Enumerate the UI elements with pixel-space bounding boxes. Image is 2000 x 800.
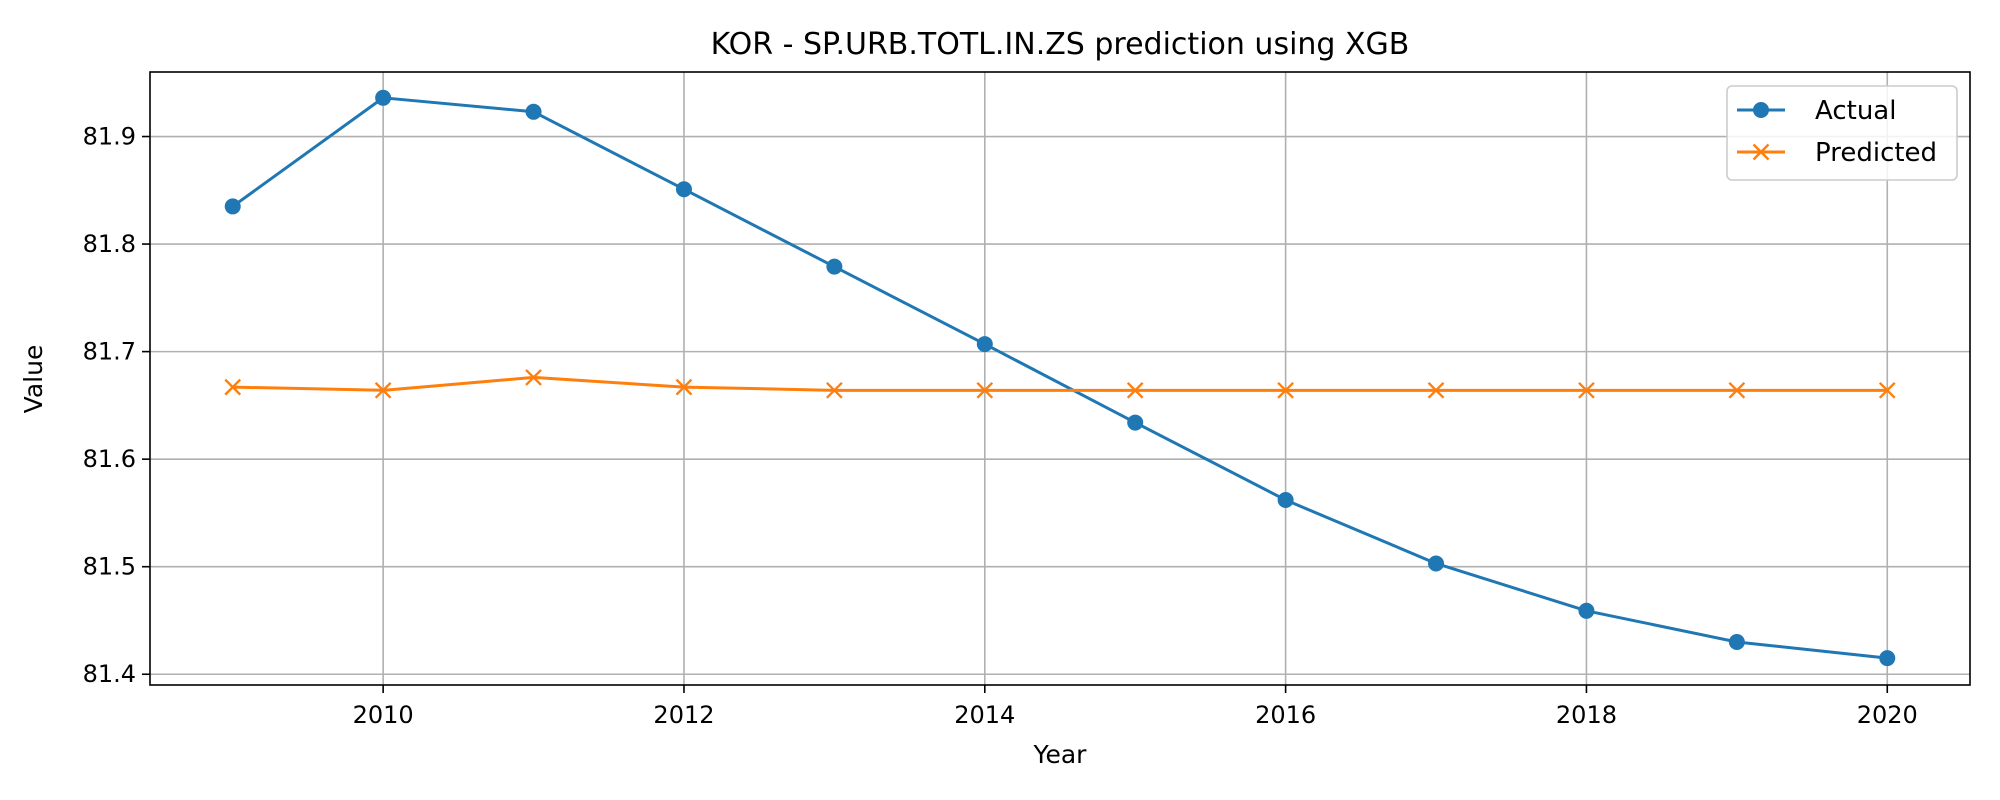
x-tick-label: 2016 bbox=[1255, 701, 1316, 729]
legend: Actual Predicted bbox=[1726, 85, 1958, 181]
y-tick-label: 81.8 bbox=[83, 230, 136, 258]
x-tick-label: 2020 bbox=[1857, 701, 1918, 729]
data-point-actual bbox=[375, 89, 392, 106]
y-tick-label: 81.6 bbox=[83, 445, 136, 473]
data-point-actual bbox=[1127, 414, 1144, 431]
data-point-actual bbox=[1578, 602, 1595, 619]
data-point-actual bbox=[1277, 492, 1294, 509]
x-tick-label: 2014 bbox=[954, 701, 1015, 729]
x-axis: 2010 2012 2014 2016 2018 2020 bbox=[353, 685, 1918, 729]
data-point-predicted bbox=[525, 369, 542, 386]
y-tick-label: 81.5 bbox=[83, 553, 136, 581]
data-point-predicted bbox=[826, 381, 843, 399]
data-point-predicted bbox=[1728, 381, 1746, 399]
legend-marker bbox=[1753, 102, 1769, 118]
data-point-predicted bbox=[224, 378, 242, 396]
legend-entry-predicted: Predicted bbox=[1737, 138, 1937, 168]
data-point-actual bbox=[1428, 555, 1445, 572]
data-point-predicted bbox=[976, 381, 994, 399]
data-point-actual bbox=[826, 258, 843, 275]
legend-label: Actual bbox=[1815, 96, 1896, 126]
y-axis: 81.4 81.5 81.6 81.7 81.8 81.9 bbox=[83, 123, 150, 688]
series-predicted bbox=[224, 369, 1896, 399]
x-tick-label: 2018 bbox=[1556, 701, 1617, 729]
x-tick-label: 2010 bbox=[353, 701, 414, 729]
series-layer bbox=[224, 89, 1896, 667]
chart-title: KOR - SP.URB.TOTL.IN.ZS prediction using… bbox=[711, 27, 1410, 62]
series-line-predicted bbox=[232, 375, 1888, 392]
data-point-actual bbox=[525, 103, 542, 120]
y-tick-label: 81.9 bbox=[83, 123, 136, 151]
series-actual bbox=[224, 89, 1896, 667]
data-point-actual bbox=[1728, 633, 1745, 650]
legend-entry-actual: Actual bbox=[1737, 96, 1896, 126]
data-point-predicted bbox=[1427, 381, 1445, 399]
data-point-actual bbox=[675, 181, 692, 198]
y-tick-label: 81.4 bbox=[83, 660, 136, 688]
y-tick-label: 81.7 bbox=[83, 338, 136, 366]
data-point-predicted bbox=[374, 381, 392, 399]
data-point-predicted bbox=[1277, 381, 1294, 399]
x-axis-label: Year bbox=[1033, 740, 1088, 769]
plot-frame bbox=[149, 71, 1971, 686]
legend-label: Predicted bbox=[1815, 138, 1937, 168]
data-point-predicted bbox=[1126, 381, 1144, 399]
series-line-actual bbox=[231, 96, 1888, 660]
data-point-predicted bbox=[675, 378, 693, 396]
y-axis-label: Value bbox=[19, 345, 48, 414]
data-point-actual bbox=[976, 336, 993, 353]
data-point-predicted bbox=[1878, 381, 1896, 399]
x-tick-label: 2012 bbox=[653, 701, 714, 729]
data-point-actual bbox=[1879, 650, 1896, 667]
legend-marker bbox=[1752, 143, 1770, 161]
data-point-predicted bbox=[1578, 381, 1595, 399]
data-point-actual bbox=[224, 198, 241, 215]
